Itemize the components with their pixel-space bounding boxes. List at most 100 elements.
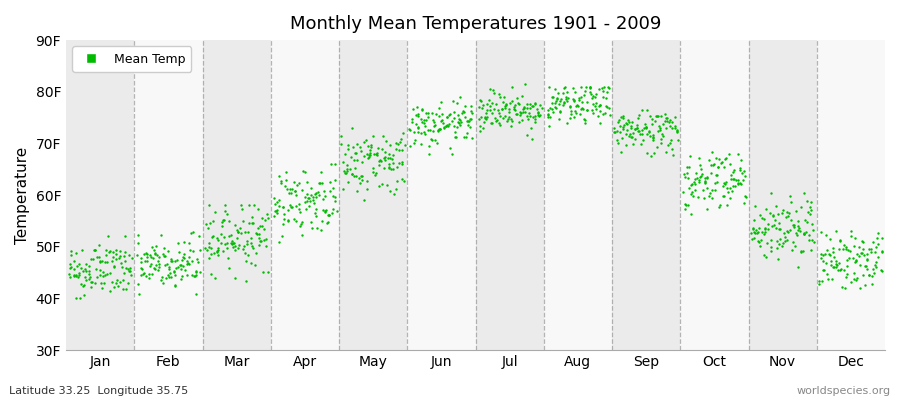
Point <box>231 242 246 248</box>
Point <box>185 248 200 254</box>
Point <box>182 260 196 267</box>
Point <box>569 103 583 109</box>
Point <box>514 110 528 116</box>
Point <box>733 180 747 186</box>
Point <box>300 190 314 197</box>
Point <box>868 264 883 270</box>
Point <box>375 146 390 152</box>
Point <box>145 271 159 277</box>
Point <box>218 208 232 214</box>
Point <box>329 208 344 214</box>
Point <box>105 254 120 260</box>
Point <box>340 162 355 168</box>
Point <box>523 105 537 112</box>
Point <box>432 126 446 132</box>
Point <box>180 272 194 278</box>
Point <box>349 150 364 156</box>
Point <box>341 142 356 148</box>
Point <box>651 128 665 134</box>
Point <box>213 240 228 246</box>
Point <box>238 250 252 256</box>
Point <box>424 135 438 142</box>
Point <box>616 115 631 121</box>
Point <box>559 94 573 100</box>
Point <box>515 92 529 99</box>
Point <box>731 177 745 183</box>
Point <box>558 84 572 90</box>
Point <box>270 199 284 205</box>
Point <box>298 199 312 205</box>
Point <box>255 223 269 230</box>
Point <box>616 122 631 128</box>
Point <box>723 195 737 201</box>
Point <box>579 84 593 90</box>
Point <box>204 270 219 277</box>
Point <box>662 140 677 146</box>
Point <box>385 152 400 158</box>
Point <box>202 255 216 261</box>
Point <box>856 239 870 245</box>
Point <box>677 171 691 178</box>
Point <box>714 160 728 166</box>
Point <box>464 116 478 123</box>
Point <box>304 225 319 232</box>
Point <box>664 137 679 144</box>
Point <box>121 266 135 273</box>
Point <box>862 246 877 252</box>
Point <box>848 259 862 266</box>
Point <box>854 238 868 244</box>
Point <box>364 144 378 151</box>
Point <box>295 218 310 225</box>
Point <box>557 99 572 105</box>
Point <box>765 223 779 229</box>
Point <box>151 261 166 267</box>
Point <box>276 211 291 217</box>
Point <box>232 224 247 231</box>
Point <box>480 100 494 107</box>
Point <box>842 255 856 262</box>
Point <box>477 119 491 126</box>
Point <box>67 272 81 279</box>
Point <box>485 100 500 107</box>
Point <box>858 263 872 270</box>
Point <box>592 103 607 109</box>
Point <box>163 270 177 276</box>
Point <box>84 278 98 285</box>
Point <box>346 173 361 180</box>
Point <box>577 92 591 98</box>
Point <box>480 114 494 120</box>
Point <box>602 112 616 118</box>
Point <box>574 94 589 100</box>
Point <box>849 256 863 263</box>
Point <box>88 247 103 253</box>
Point <box>436 124 451 131</box>
Point <box>216 248 230 255</box>
Point <box>193 247 207 253</box>
Point <box>797 190 812 196</box>
Point <box>279 177 293 183</box>
Point <box>249 231 264 237</box>
Point <box>763 190 778 196</box>
Point <box>589 94 603 100</box>
Point <box>411 113 426 120</box>
Point <box>661 115 675 121</box>
Point <box>848 234 862 241</box>
Point <box>131 240 146 246</box>
Point <box>238 228 252 235</box>
Point <box>228 275 242 281</box>
Point <box>627 126 642 132</box>
Point <box>372 158 386 164</box>
Point <box>829 262 843 269</box>
Point <box>369 151 383 158</box>
Point <box>434 118 448 124</box>
Point <box>622 118 636 125</box>
Point <box>392 146 407 153</box>
Point <box>724 188 739 195</box>
Point <box>568 89 582 96</box>
Point <box>523 101 537 107</box>
Point <box>334 140 348 147</box>
Point <box>495 106 509 113</box>
Point <box>241 252 256 258</box>
Point <box>867 270 881 276</box>
Point <box>443 110 457 117</box>
